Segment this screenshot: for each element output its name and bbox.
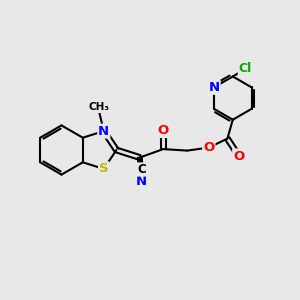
Text: O: O bbox=[233, 149, 244, 163]
Text: N: N bbox=[208, 81, 220, 94]
Text: C: C bbox=[137, 163, 146, 176]
Text: N: N bbox=[136, 175, 147, 188]
Text: S: S bbox=[99, 162, 109, 176]
Text: O: O bbox=[203, 141, 214, 154]
Text: N: N bbox=[98, 124, 110, 138]
Text: O: O bbox=[158, 124, 169, 137]
Text: Cl: Cl bbox=[239, 62, 252, 76]
Text: CH₃: CH₃ bbox=[89, 103, 110, 112]
